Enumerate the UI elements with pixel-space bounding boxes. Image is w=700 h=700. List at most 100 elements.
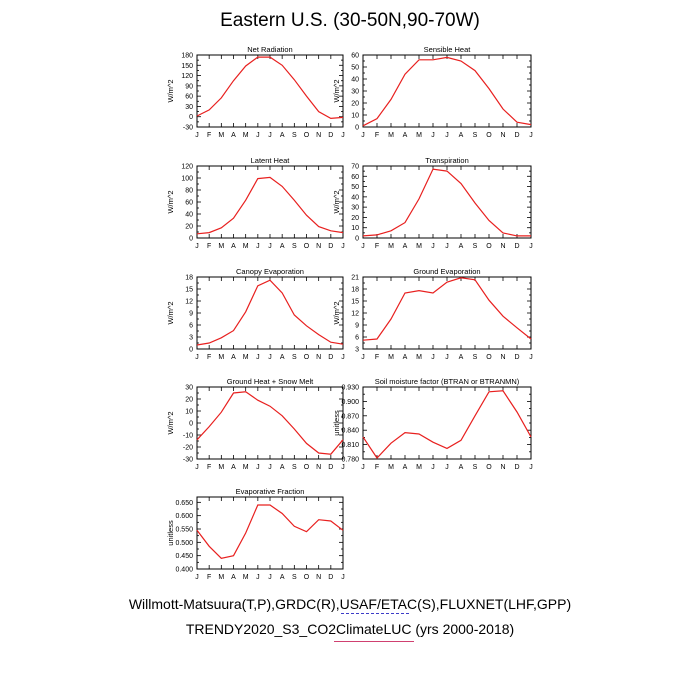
y-tick-label: 0.900	[341, 399, 359, 406]
x-tick-label: J	[445, 354, 449, 361]
series-line	[196, 56, 344, 120]
series-line	[362, 277, 532, 341]
x-tick-label: A	[459, 464, 464, 471]
panel-ground-evaporation: Ground Evaporation 3 6 9 12 15 18 21 J F M A M J J A S O N…	[332, 267, 533, 361]
x-tick-label: J	[256, 243, 260, 250]
y-tick-label: 120	[181, 73, 193, 80]
x-tick-label: D	[514, 132, 519, 139]
x-tick-label: S	[292, 132, 297, 139]
x-tick-label: J	[431, 464, 435, 471]
y-tick-label: 50	[351, 65, 359, 72]
y-tick-label: 15	[185, 287, 193, 294]
y-tick-label: 3	[355, 347, 359, 354]
y-tick-label: 12	[351, 311, 359, 318]
y-axis-label: unitless	[332, 410, 341, 436]
y-tick-label: 40	[185, 212, 193, 219]
x-tick-label: N	[500, 464, 505, 471]
x-tick-label: A	[280, 464, 285, 471]
y-axis-label: W/m^2	[166, 79, 175, 102]
y-tick-label: 120	[181, 164, 193, 171]
y-tick-label: 0	[189, 236, 193, 243]
x-tick-label: J	[431, 354, 435, 361]
y-tick-label: 10	[351, 225, 359, 232]
link-underline	[334, 641, 414, 642]
y-tick-label: 0.450	[175, 553, 193, 560]
series-line	[362, 390, 532, 459]
y-tick-label: 6	[189, 323, 193, 330]
y-axis-label: W/m^2	[166, 301, 175, 324]
panel-title: Canopy Evaporation	[236, 267, 304, 276]
y-tick-label: 20	[185, 224, 193, 231]
x-tick-label: J	[268, 574, 272, 581]
x-tick-label: J	[195, 132, 199, 139]
y-tick-label: -30	[183, 457, 193, 464]
x-tick-label: J	[256, 574, 260, 581]
x-tick-label: A	[459, 354, 464, 361]
y-axis-label: W/m^2	[332, 190, 341, 213]
x-tick-label: J	[341, 243, 345, 250]
x-tick-label: M	[218, 243, 224, 250]
x-tick-label: J	[445, 243, 449, 250]
x-tick-label: F	[375, 354, 379, 361]
y-tick-label: 0.600	[175, 513, 193, 520]
y-tick-label: 0.810	[341, 442, 359, 449]
x-tick-label: J	[445, 464, 449, 471]
x-tick-label: J	[529, 132, 533, 139]
y-tick-label: 0	[189, 421, 193, 428]
series-line	[196, 279, 344, 346]
x-tick-label: J	[256, 354, 260, 361]
plot-frame	[196, 496, 344, 570]
panel-soil-moisture-factor-btran-or-btranmn: Soil moisture factor (BTRAN or BTRANMN) 0…	[332, 377, 533, 471]
x-tick-label: M	[243, 243, 249, 250]
y-tick-label: 12	[185, 299, 193, 306]
x-tick-label: O	[304, 243, 310, 250]
x-tick-label: A	[231, 132, 236, 139]
x-tick-label: J	[195, 243, 199, 250]
x-tick-label: A	[231, 574, 236, 581]
x-tick-label: S	[473, 464, 478, 471]
y-tick-label: 0	[189, 114, 193, 121]
x-tick-label: A	[231, 243, 236, 250]
y-tick-label: 80	[185, 188, 193, 195]
x-tick-label: F	[207, 132, 211, 139]
y-tick-label: 100	[181, 176, 193, 183]
x-tick-label: J	[529, 464, 533, 471]
panel-evaporative-fraction: Evaporative Fraction 0.400 0.450 0.500 0.550…	[166, 487, 345, 581]
x-tick-label: A	[403, 354, 408, 361]
y-tick-label: 20	[351, 215, 359, 222]
x-tick-label: J	[268, 243, 272, 250]
x-tick-label: A	[280, 354, 285, 361]
x-tick-label: J	[529, 243, 533, 250]
x-tick-label: A	[459, 132, 464, 139]
y-tick-label: 0	[189, 347, 193, 354]
x-tick-label: F	[207, 574, 211, 581]
x-tick-label: M	[243, 354, 249, 361]
y-tick-label: 15	[351, 299, 359, 306]
y-tick-label: 60	[351, 53, 359, 60]
x-tick-label: J	[529, 354, 533, 361]
x-tick-label: F	[375, 132, 379, 139]
x-tick-label: J	[341, 464, 345, 471]
x-tick-label: M	[416, 354, 422, 361]
x-tick-label: S	[473, 243, 478, 250]
plot-frame	[362, 165, 532, 239]
x-tick-label: O	[486, 464, 492, 471]
y-tick-label: 150	[181, 63, 193, 70]
panel-title: Ground Heat + Snow Melt	[227, 377, 314, 386]
x-tick-label: J	[341, 574, 345, 581]
x-tick-label: M	[416, 132, 422, 139]
x-tick-label: F	[207, 354, 211, 361]
x-tick-label: M	[388, 132, 394, 139]
y-tick-label: 9	[189, 311, 193, 318]
series-line	[196, 176, 344, 235]
x-tick-label: O	[486, 354, 492, 361]
y-tick-label: 21	[351, 275, 359, 282]
x-tick-label: J	[341, 132, 345, 139]
x-tick-label: J	[195, 354, 199, 361]
y-tick-label: 40	[351, 194, 359, 201]
x-tick-label: J	[431, 132, 435, 139]
x-tick-label: A	[280, 243, 285, 250]
x-tick-label: M	[388, 464, 394, 471]
